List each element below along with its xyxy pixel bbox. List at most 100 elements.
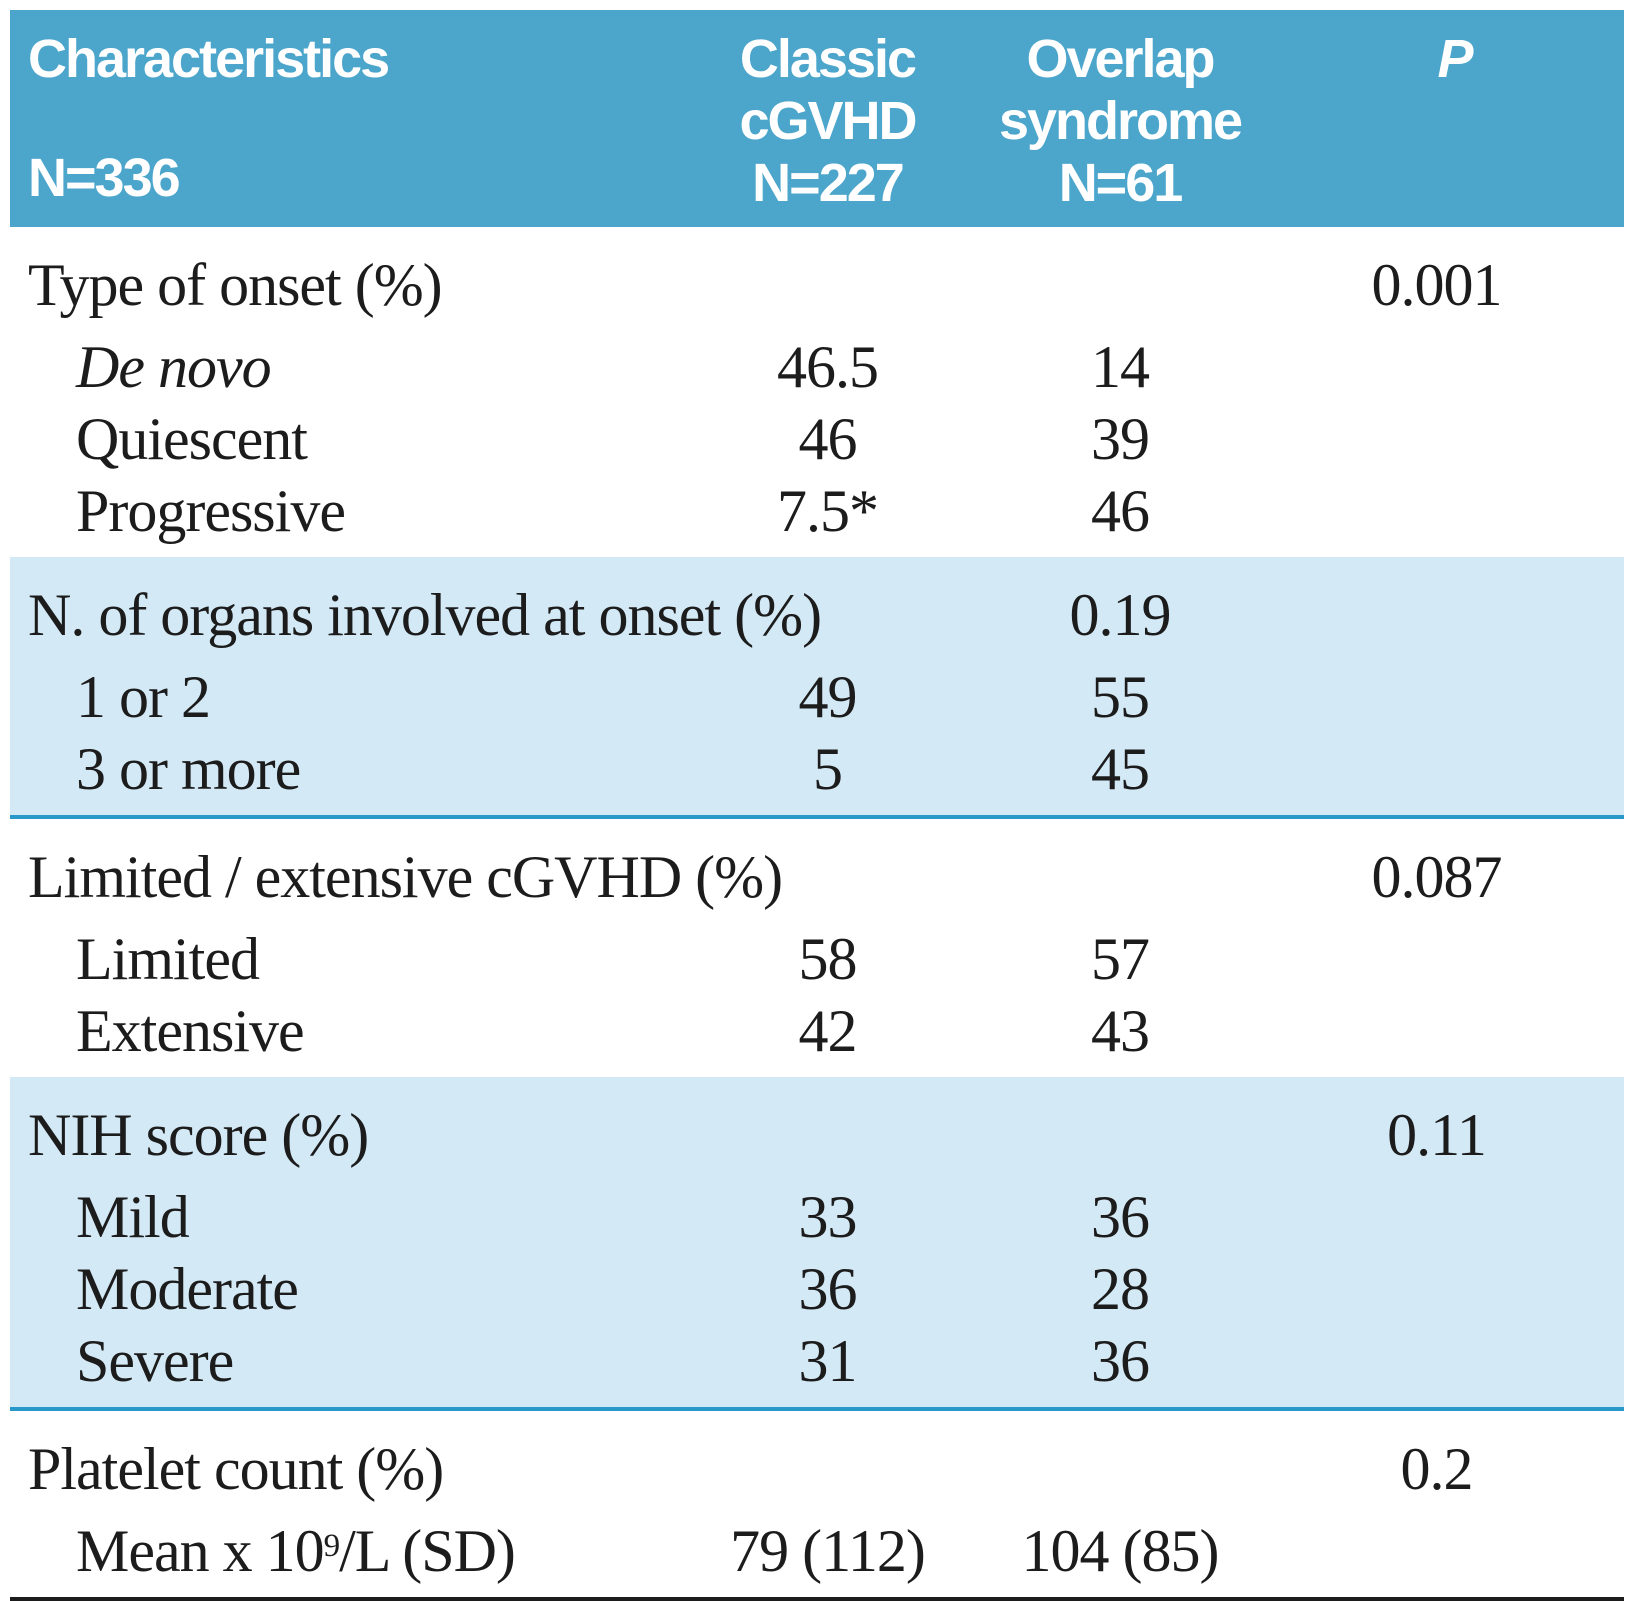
- platelet-label-main: Mean x 10: [76, 1517, 325, 1584]
- group-row-platelet-count: Platelet count (%) 0.2: [10, 1409, 1624, 1515]
- section-type-of-onset: Type of onset (%) 0.001 De novo 46.5 14 …: [10, 227, 1624, 557]
- row-label: Mean x 109/L (SD): [10, 1515, 700, 1599]
- table-row-mild: Mild 33 36: [10, 1181, 1624, 1253]
- row-label: 3 or more: [10, 733, 700, 817]
- table-row-quiescent: Quiescent 46 39: [10, 403, 1624, 475]
- classic-value: 7.5*: [777, 477, 879, 544]
- overlap-value: 45: [955, 733, 1285, 817]
- overlap-value: 104 (85): [1021, 1517, 1220, 1584]
- empty-cell: [1285, 475, 1624, 557]
- table-row-de-novo: De novo 46.5 14: [10, 331, 1624, 403]
- group-row-type-of-onset: Type of onset (%) 0.001: [10, 227, 1624, 331]
- overlap-value: 14: [1091, 333, 1150, 400]
- row-label: 1 or 2: [10, 661, 700, 733]
- classic-value: 5: [700, 733, 955, 817]
- table-row-limited: Limited 58 57: [10, 923, 1624, 995]
- overlap-value: 57: [1091, 925, 1150, 992]
- row-label: Limited: [76, 925, 260, 992]
- empty-cell: [955, 1409, 1285, 1515]
- empty-cell: [955, 1077, 1285, 1181]
- header-overlap-line1: Overlap: [1026, 29, 1215, 89]
- classic-value: 46: [798, 405, 858, 472]
- table-row-severe: Severe 31 36: [10, 1325, 1624, 1409]
- header-classic-line2: cGVHD: [739, 91, 917, 151]
- empty-cell: [1285, 557, 1624, 661]
- table-row-progressive: Progressive 7.5* 46: [10, 475, 1624, 557]
- group-row-organs-involved: N. of organs involved at onset (%) 0.19: [10, 557, 1624, 661]
- group-label: Type of onset (%): [28, 251, 443, 318]
- empty-cell: [1285, 403, 1624, 475]
- overlap-value: 36: [955, 1325, 1285, 1409]
- header-cell-p: P: [1285, 10, 1624, 227]
- empty-cell: [955, 817, 1285, 923]
- p-value: 0.2: [1400, 1435, 1474, 1502]
- table-row-3-or-more: 3 or more 5 45: [10, 733, 1624, 817]
- classic-value: 31: [700, 1325, 955, 1409]
- empty-cell: [1285, 733, 1624, 817]
- section-organs-involved: N. of organs involved at onset (%) 0.19 …: [10, 557, 1624, 817]
- empty-cell: [1285, 923, 1624, 995]
- overlap-value: 28: [955, 1253, 1285, 1325]
- group-label: N. of organs involved at onset (%): [10, 557, 955, 661]
- header-cell-overlap-syndrome: Overlap syndrome N=61: [955, 10, 1285, 227]
- row-label-text: De novo: [76, 333, 272, 400]
- table-row-1-or-2: 1 or 2 49 55: [10, 661, 1624, 733]
- empty-cell: [955, 227, 1285, 331]
- row-label: Severe: [10, 1325, 700, 1409]
- classic-value: 79 (112): [730, 1517, 926, 1584]
- platelet-label-tail: /L (SD): [339, 1517, 516, 1584]
- classic-value: 46.5: [777, 333, 879, 400]
- p-value: 0.001: [1371, 251, 1503, 318]
- table-header: Characteristics N=336 Classic cGVHD N=22…: [10, 10, 1624, 227]
- empty-cell: [1285, 1253, 1624, 1325]
- row-label: Moderate: [10, 1253, 700, 1325]
- overlap-value: 55: [955, 661, 1285, 733]
- paper-table-figure: Characteristics N=336 Classic cGVHD N=22…: [10, 10, 1624, 1601]
- row-label: Progressive: [76, 477, 346, 544]
- row-label: Mild: [10, 1181, 700, 1253]
- classic-value: 42: [798, 997, 858, 1064]
- empty-cell: [1285, 661, 1624, 733]
- table-row-platelet-mean: Mean x 109/L (SD) 79 (112) 104 (85): [10, 1515, 1624, 1599]
- section-limited-extensive: Limited / extensive cGVHD (%) 0.087 Limi…: [10, 817, 1624, 1077]
- empty-cell: [1285, 995, 1624, 1077]
- classic-value: 36: [700, 1253, 955, 1325]
- header-overlap-line2: syndrome: [998, 91, 1243, 151]
- group-label: NIH score (%): [10, 1077, 955, 1181]
- empty-cell: [1285, 1515, 1624, 1599]
- group-row-limited-extensive: Limited / extensive cGVHD (%) 0.087: [10, 817, 1624, 923]
- section-platelet-count: Platelet count (%) 0.2 Mean x 109/L (SD)…: [10, 1409, 1624, 1599]
- cgvhd-comparison-table: Characteristics N=336 Classic cGVHD N=22…: [10, 10, 1624, 1601]
- header-cell-characteristics: Characteristics N=336: [10, 10, 700, 227]
- section-nih-score: NIH score (%) 0.11 Mild 33 36 Moderate 3…: [10, 1077, 1624, 1409]
- classic-value: 49: [700, 661, 955, 733]
- empty-cell: [1285, 1325, 1624, 1409]
- classic-value: 33: [700, 1181, 955, 1253]
- header-cell-classic-cgvhd: Classic cGVHD N=227: [700, 10, 955, 227]
- row-label: De novo: [10, 331, 700, 403]
- header-classic-n: N=227: [752, 153, 905, 213]
- classic-value: 58: [798, 925, 858, 992]
- table-row-extensive: Extensive 42 43: [10, 995, 1624, 1077]
- p-value: 0.087: [1371, 843, 1503, 910]
- row-label: Quiescent: [76, 405, 308, 472]
- overlap-value: 43: [1091, 997, 1150, 1064]
- p-value: 0.19: [955, 557, 1285, 661]
- empty-cell: [1285, 1181, 1624, 1253]
- empty-cell: [1285, 331, 1624, 403]
- header-row: Characteristics N=336 Classic cGVHD N=22…: [10, 10, 1624, 227]
- group-label: Limited / extensive cGVHD (%): [28, 843, 783, 910]
- header-characteristics-label: Characteristics: [28, 29, 390, 89]
- header-overlap-n: N=61: [1058, 153, 1184, 213]
- table-row-moderate: Moderate 36 28: [10, 1253, 1624, 1325]
- platelet-label-superscript: 9: [323, 1527, 340, 1564]
- p-value: 0.11: [1285, 1077, 1624, 1181]
- header-p-label: P: [1437, 29, 1473, 89]
- row-label: Extensive: [76, 997, 305, 1064]
- overlap-value: 36: [955, 1181, 1285, 1253]
- overlap-value: 46: [1091, 477, 1150, 544]
- group-row-nih-score: NIH score (%) 0.11: [10, 1077, 1624, 1181]
- header-classic-line1: Classic: [739, 29, 917, 89]
- header-total-n: N=336: [28, 148, 181, 208]
- group-label: Platelet count (%): [28, 1435, 444, 1502]
